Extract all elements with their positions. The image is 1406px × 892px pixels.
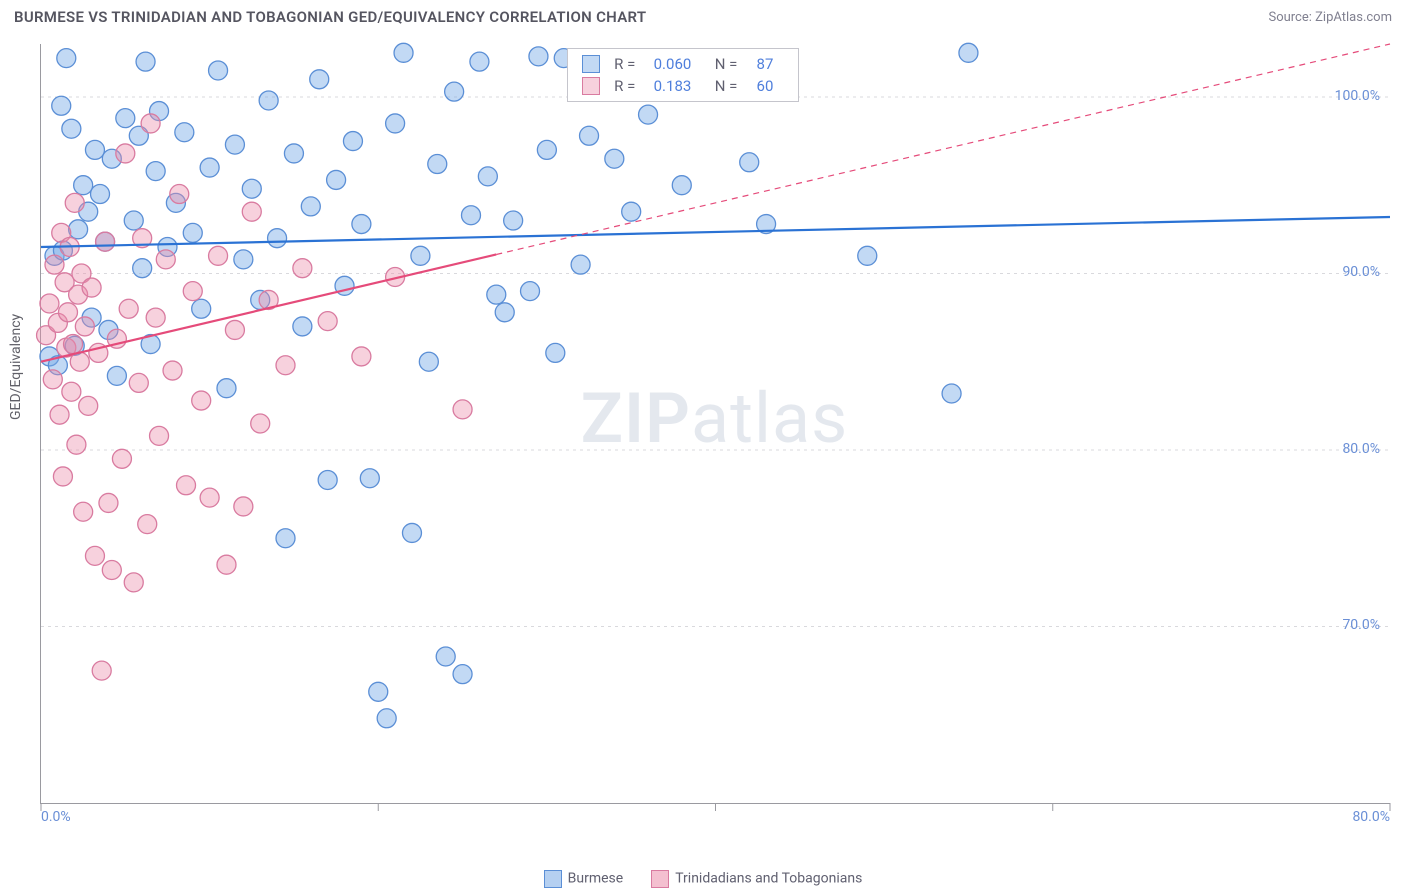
y-tick-label: 90.0%: [1342, 264, 1380, 280]
y-tick-label: 70.0%: [1342, 617, 1380, 633]
stats-legend-box: R =0.060 N =87R =0.183 N =60: [567, 48, 799, 102]
legend-label: Burmese: [568, 871, 624, 887]
x-tick-label: 80.0%: [1352, 809, 1390, 825]
y-tick-label: 80.0%: [1342, 441, 1380, 457]
chart-plot-area: ZIPatlas R =0.060 N =87R =0.183 N =60 70…: [40, 44, 1390, 804]
legend-swatch: [544, 870, 562, 888]
bottom-legend: Burmese Trinidadians and Tobagonians: [0, 870, 1406, 888]
x-tick-label: 0.0%: [41, 809, 71, 825]
legend-item: Burmese: [544, 870, 624, 888]
chart-svg: [41, 44, 1390, 803]
legend-item: Trinidadians and Tobagonians: [651, 870, 862, 888]
stat-row: R =0.060 N =87: [568, 53, 798, 75]
y-tick-label: 100.0%: [1335, 88, 1380, 104]
source-label: Source: ZipAtlas.com: [1268, 10, 1392, 25]
chart-title: BURMESE VS TRINIDADIAN AND TOBAGONIAN GE…: [14, 8, 646, 26]
source-link[interactable]: ZipAtlas.com: [1315, 10, 1392, 25]
y-axis-label: GED/Equivalency: [8, 314, 24, 420]
stat-row: R =0.183 N =60: [568, 75, 798, 97]
legend-swatch: [651, 870, 669, 888]
legend-label: Trinidadians and Tobagonians: [675, 871, 862, 887]
